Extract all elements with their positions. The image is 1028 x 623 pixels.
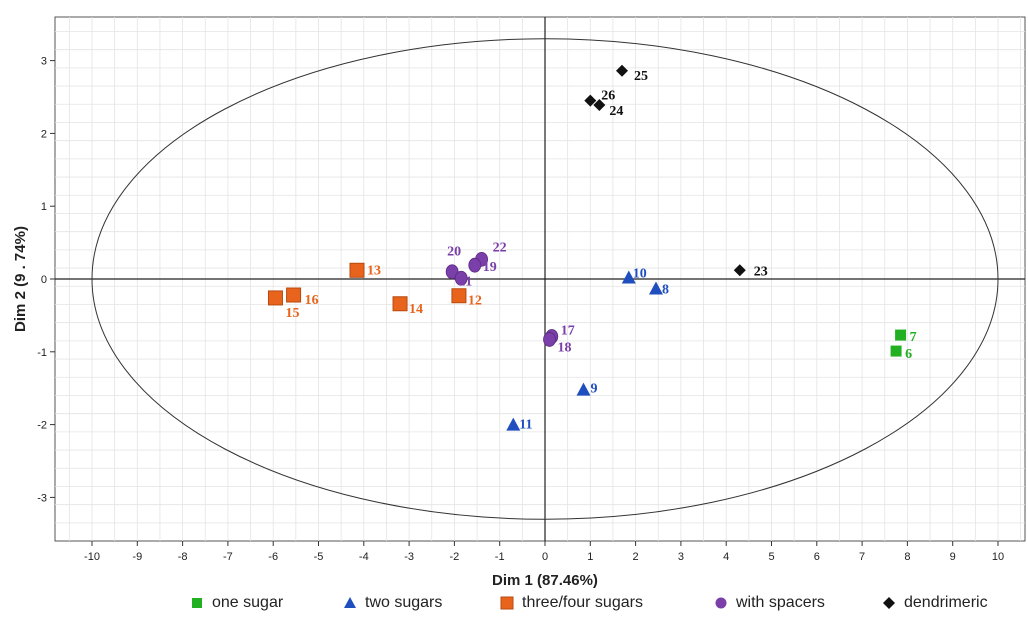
series-one-sugar: 76 bbox=[890, 329, 917, 362]
x-tick-label: 4 bbox=[723, 551, 729, 563]
x-tick-label: 3 bbox=[678, 551, 684, 563]
data-point-label: 16 bbox=[305, 293, 319, 308]
x-tick-label: 5 bbox=[768, 551, 774, 563]
y-tick-label: 3 bbox=[41, 56, 47, 68]
data-point-label: 12 bbox=[468, 294, 482, 309]
data-point bbox=[890, 345, 902, 357]
x-tick-label: 7 bbox=[859, 551, 865, 563]
data-point-label: 8 bbox=[662, 282, 669, 297]
data-point bbox=[349, 262, 365, 278]
legend-label: three/four sugars bbox=[522, 594, 643, 611]
x-tick-label: 8 bbox=[904, 551, 910, 563]
legend-label: with spacers bbox=[736, 594, 825, 611]
data-point bbox=[543, 332, 556, 347]
data-point-label: 20 bbox=[447, 245, 461, 260]
x-tick-label: 2 bbox=[633, 551, 639, 563]
x-tick-label: -6 bbox=[268, 551, 278, 563]
legend-item-with-spacers: with spacers bbox=[714, 594, 825, 612]
x-tick-label: -3 bbox=[404, 551, 414, 563]
y-tick-label: 0 bbox=[41, 274, 47, 286]
data-point-label: 23 bbox=[754, 264, 768, 279]
diamond-marker-icon bbox=[883, 597, 895, 609]
confidence-ellipse bbox=[91, 38, 999, 520]
x-axis-title: Dim 1 (87.46%) bbox=[492, 572, 598, 589]
data-point bbox=[895, 329, 907, 341]
legend-label: dendrimeric bbox=[904, 594, 988, 611]
data-point bbox=[286, 287, 302, 303]
x-tick-label: -9 bbox=[132, 551, 142, 563]
data-point-label: 10 bbox=[633, 267, 647, 282]
y-tick-label: 2 bbox=[41, 128, 47, 140]
data-point bbox=[733, 264, 746, 277]
data-point-label: 7 bbox=[910, 330, 917, 345]
data-point-label: 13 bbox=[367, 263, 381, 278]
x-tick-label: 6 bbox=[814, 551, 820, 563]
data-point bbox=[267, 290, 283, 306]
x-tick-label: -1 bbox=[495, 551, 505, 563]
x-tick-label: -10 bbox=[84, 551, 100, 563]
x-tick-label: 9 bbox=[950, 551, 956, 563]
ellipse bbox=[91, 38, 999, 520]
square-marker-icon bbox=[500, 596, 514, 610]
data-point bbox=[593, 99, 606, 112]
data-point-label: 22 bbox=[493, 240, 507, 255]
legend-item-dendrimeric: dendrimeric bbox=[882, 594, 988, 612]
x-tick-label: -8 bbox=[178, 551, 188, 563]
y-tick-label: -1 bbox=[37, 347, 47, 359]
data-point bbox=[506, 417, 521, 431]
data-point bbox=[576, 382, 591, 396]
data-point-label: 25 bbox=[634, 69, 648, 84]
circle-marker-icon bbox=[715, 597, 727, 609]
y-tick-label: -2 bbox=[37, 420, 47, 432]
data-point bbox=[616, 64, 629, 77]
legend: one sugar two sugars three/four sugars w… bbox=[0, 594, 1028, 620]
data-point bbox=[445, 264, 459, 280]
x-tick-label: 0 bbox=[542, 551, 548, 563]
legend-item-one-sugar: one sugar bbox=[190, 594, 283, 612]
data-point bbox=[468, 257, 482, 273]
data-point-label: 15 bbox=[285, 306, 299, 321]
data-point-label: 21 bbox=[458, 274, 472, 289]
x-tick-label: -4 bbox=[359, 551, 369, 563]
legend-label: one sugar bbox=[212, 594, 284, 611]
x-tick-label: 10 bbox=[992, 551, 1004, 563]
series-two-sugars: 10 8 9 11 bbox=[506, 267, 669, 433]
data-point-label: 11 bbox=[519, 418, 532, 433]
data-point-label: 17 bbox=[561, 324, 575, 339]
data-point bbox=[584, 94, 597, 107]
triangle-marker-icon bbox=[344, 597, 356, 608]
y-axis-title: Dim 2 (9 . 74%) bbox=[12, 226, 29, 332]
data-point bbox=[392, 296, 408, 312]
square-marker-icon bbox=[192, 598, 202, 608]
data-point bbox=[621, 270, 636, 284]
data-point bbox=[451, 288, 467, 304]
data-point-label: 14 bbox=[409, 302, 423, 317]
data-point-label: 18 bbox=[558, 340, 572, 355]
data-point-label: 26 bbox=[601, 89, 615, 104]
data-point-label: 24 bbox=[609, 104, 623, 119]
x-tick-label: -2 bbox=[450, 551, 460, 563]
x-tick-label: -7 bbox=[223, 551, 233, 563]
data-point bbox=[648, 281, 663, 295]
data-point bbox=[454, 270, 468, 286]
y-tick-label: -3 bbox=[37, 492, 47, 504]
legend-label: two sugars bbox=[365, 594, 443, 611]
data-point-label: 6 bbox=[905, 347, 912, 362]
series-three-four-sugars: 13 16 15 14 12 bbox=[267, 262, 482, 321]
data-point-label: 9 bbox=[591, 382, 598, 397]
x-tick-label: -5 bbox=[314, 551, 324, 563]
legend-item-two-sugars: two sugars bbox=[343, 594, 442, 612]
zero-axes bbox=[55, 17, 1025, 541]
y-tick-label: 1 bbox=[41, 201, 47, 213]
axis-ticks: -10 -9 -8 -7 -6 -5 -4 -3 -2 -1 0 1 2 3 4 5 6 7 8 9 10-3-2-10… bbox=[37, 56, 1004, 563]
data-point-label: 19 bbox=[483, 260, 497, 275]
legend-item-three-four-sugars: three/four sugars bbox=[500, 594, 643, 612]
x-tick-label: 1 bbox=[587, 551, 593, 563]
scatter-plot: -10 -9 -8 -7 -6 -5 -4 -3 -2 -1 0 1 2 3 4 5 6 7 8 9 10-3-2-10… bbox=[12, 16, 1026, 589]
